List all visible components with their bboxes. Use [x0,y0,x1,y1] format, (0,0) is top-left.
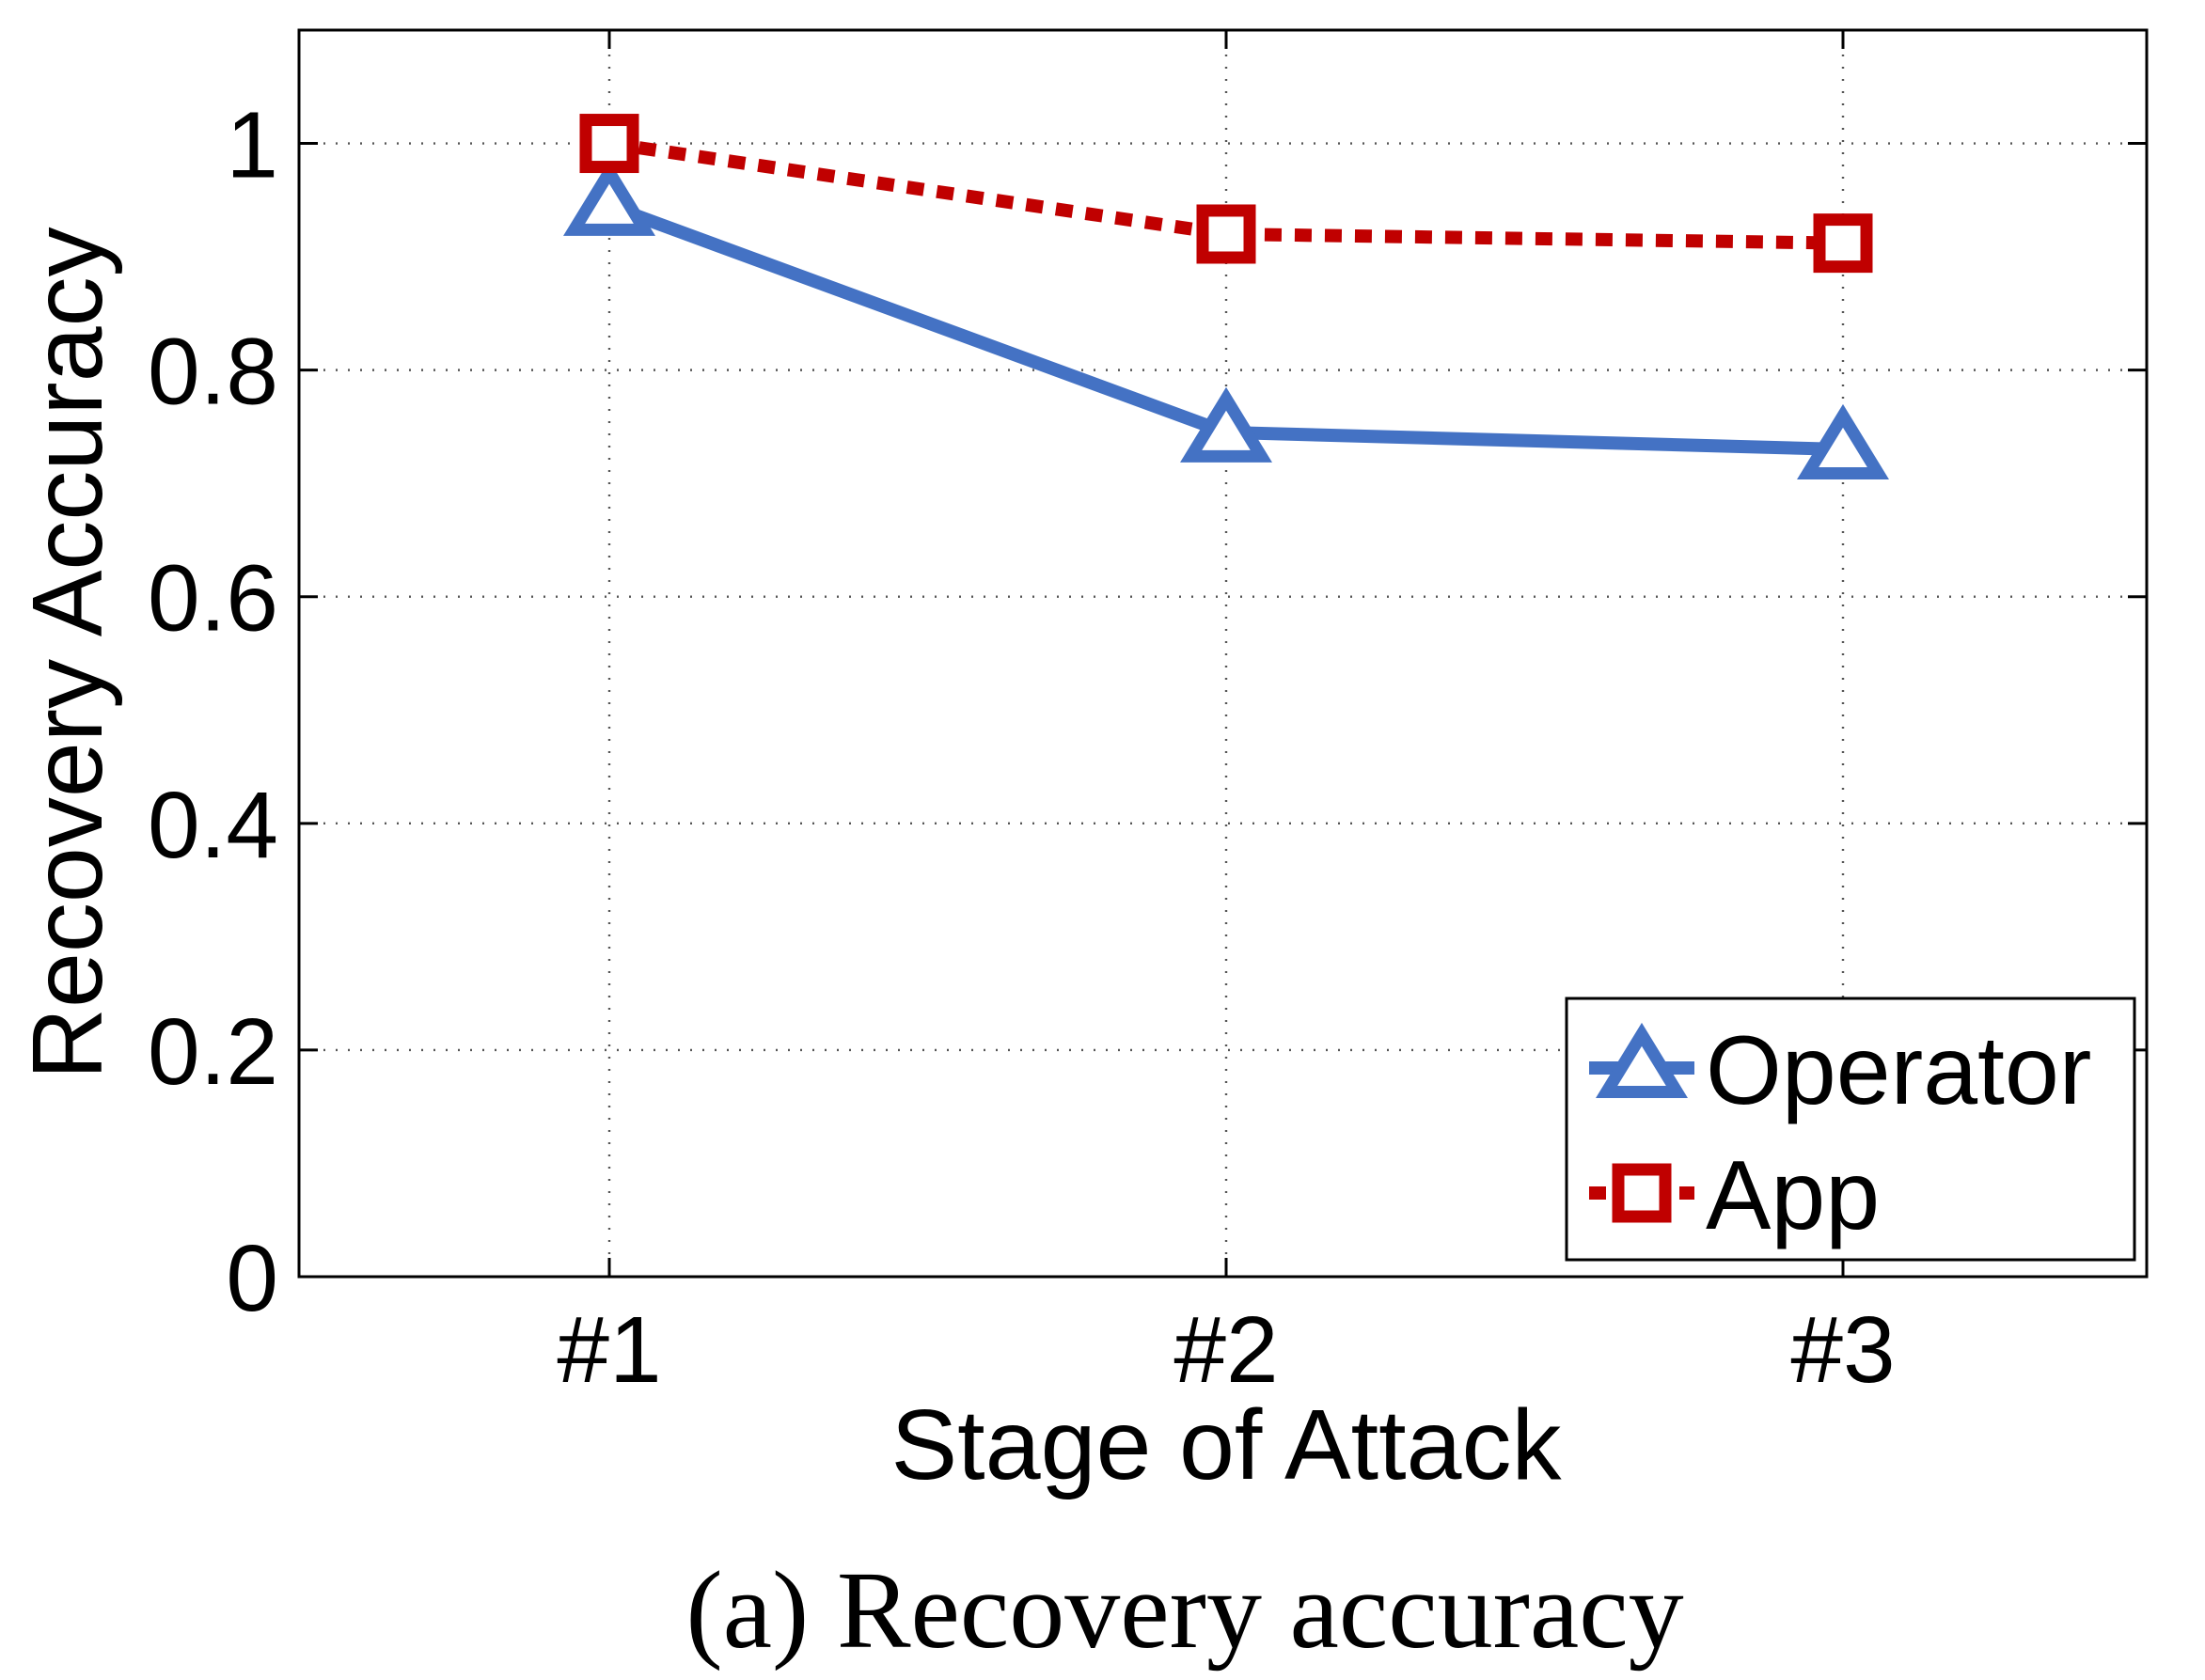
plot-frame [297,28,2149,1279]
legend-entry-operator: Operator [1589,1016,2091,1125]
data-point [1797,403,1889,480]
y-tick-label: 0.2 [148,999,278,1105]
series-operator [563,160,1889,480]
data-point [1612,1163,1672,1223]
legend-label: App [1706,1141,1880,1250]
data-point [1180,386,1272,463]
data-point [1813,213,1873,274]
series-lines [563,114,1889,480]
y-tick-label: 0 [226,1226,278,1331]
data-point [1196,204,1256,264]
data-point [1596,1022,1688,1098]
x-tick-label: #3 [1790,1297,1895,1403]
x-tick-label: #2 [1173,1297,1278,1403]
y-tick-label: 0.6 [148,546,278,652]
axis-ticks: 0 0.2 0.4 0.6 0.8 1 #1 #2 #3 [148,30,2147,1403]
x-axis-title: Stage of Attack [890,1390,1562,1500]
y-tick-label: 1 [226,93,278,198]
legend-label: Operator [1706,1016,2091,1125]
y-axis-title: Recovery Accuracy [12,227,123,1079]
data-point [563,160,655,236]
legend-entry-app: App [1589,1141,1880,1250]
figure-caption: (a) Recovery accuracy [685,1548,1683,1672]
series-line [607,136,1844,250]
x-tick-label: #1 [557,1297,661,1403]
legend: Operator App [1565,997,2136,1262]
series-app [579,114,1873,274]
y-tick-label: 0.4 [148,773,278,878]
y-tick-label: 0.8 [148,320,278,425]
data-point [579,114,639,174]
